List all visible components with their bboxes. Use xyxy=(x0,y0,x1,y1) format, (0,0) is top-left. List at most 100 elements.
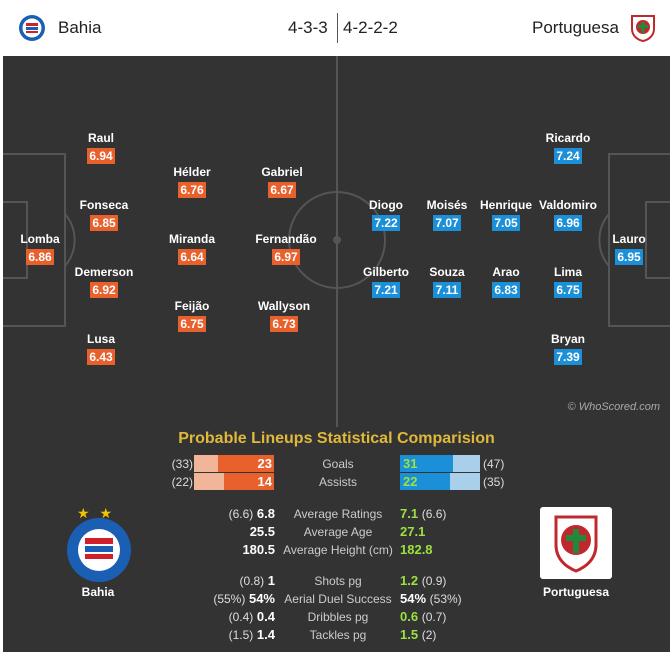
home-stat-prev: (0.4) xyxy=(228,610,254,624)
home-assists-bar xyxy=(224,473,274,490)
player-name: Fernandão xyxy=(255,232,317,246)
away-player[interactable]: Diogo 7.22 xyxy=(351,198,421,232)
player-name: Gilberto xyxy=(362,265,409,279)
away-team-name[interactable]: Portuguesa xyxy=(532,18,619,37)
stat-label: Shots pg xyxy=(314,574,362,588)
bahia-crest-large-icon xyxy=(67,518,131,582)
stat-row-tackles: (1.5) 1.4 Tackles pg 1.5 (2) xyxy=(3,626,670,644)
home-player[interactable]: Feijão 6.75 xyxy=(157,299,227,333)
player-rating: 6.94 xyxy=(87,148,115,164)
player-rating: 6.64 xyxy=(178,249,206,265)
player-rating: 6.75 xyxy=(178,316,206,332)
player-name: Henrique xyxy=(479,198,532,212)
player-rating: 6.67 xyxy=(268,182,296,198)
home-stat-value: 180.5 xyxy=(242,541,275,559)
player-name: Wallyson xyxy=(257,299,311,313)
home-stat-value: (55%) 54% xyxy=(213,590,275,608)
away-player[interactable]: Lauro 6.95 xyxy=(594,232,664,266)
player-name: Lauro xyxy=(612,232,646,246)
player-name: Souza xyxy=(429,265,465,279)
away-goals-value: 31 xyxy=(403,456,418,471)
home-stat-current: 1.4 xyxy=(256,627,275,642)
portuguesa-crest-large-icon xyxy=(554,515,598,573)
stat-row-average-ratings: (6.6) 6.8 Average Ratings 7.1 (6.6) xyxy=(3,505,670,523)
player-name: Raul xyxy=(87,131,114,145)
player-name: Ricardo xyxy=(545,131,591,145)
home-player[interactable]: Miranda 6.64 xyxy=(157,232,227,266)
player-name: Hélder xyxy=(173,165,211,179)
stat-label: Dribbles pg xyxy=(307,610,369,624)
player-name: Feijão xyxy=(174,299,210,313)
away-stat-current: 7.1 xyxy=(400,506,419,521)
away-player[interactable]: Bryan 7.39 xyxy=(533,332,603,366)
player-rating: 6.43 xyxy=(87,349,115,365)
home-stat-prev: (55%) xyxy=(213,592,246,606)
player-rating: 7.05 xyxy=(492,215,520,231)
home-stat-value: (0.8) 1 xyxy=(239,572,275,590)
player-rating: 7.24 xyxy=(554,148,582,164)
player-name: Fonseca xyxy=(79,198,129,212)
home-player[interactable]: Fonseca 6.85 xyxy=(69,198,139,232)
home-goals-bar-bg: 23 xyxy=(194,455,274,472)
player-rating: 6.76 xyxy=(178,182,206,198)
away-player[interactable]: Moisés 7.07 xyxy=(412,198,482,232)
formation-divider xyxy=(337,13,338,43)
away-assists-bar-bg: 22 xyxy=(400,473,480,490)
goals-row: (33) 23 Goals 31 (47) xyxy=(3,455,670,473)
home-stat-value: (6.6) 6.8 xyxy=(229,505,275,523)
away-player[interactable]: Arao 6.83 xyxy=(471,265,541,299)
away-stat-current: 1.5 xyxy=(400,627,419,642)
away-stat-current: 1.2 xyxy=(400,573,419,588)
home-player[interactable]: Demerson 6.92 xyxy=(69,265,139,299)
assists-row: (22) 14 Assists 22 (35) xyxy=(3,473,670,491)
player-name: Lima xyxy=(553,265,582,279)
player-rating: 6.83 xyxy=(492,282,520,298)
stat-label: Tackles pg xyxy=(309,628,367,642)
away-player[interactable]: Lima 6.75 xyxy=(533,265,603,299)
player-rating: 6.86 xyxy=(26,249,54,265)
home-player[interactable]: Gabriel 6.67 xyxy=(247,165,317,199)
away-stat-current: 27.1 xyxy=(400,524,426,539)
away-stat-value: 7.1 (6.6) xyxy=(400,505,446,523)
away-player[interactable]: Ricardo 7.24 xyxy=(533,131,603,165)
away-assists-value: 22 xyxy=(403,474,418,489)
player-name: Gabriel xyxy=(261,165,303,179)
player-name: Diogo xyxy=(369,198,403,212)
home-player[interactable]: Hélder 6.76 xyxy=(157,165,227,199)
home-goals-value: 23 xyxy=(257,456,272,471)
home-player[interactable]: Lusa 6.43 xyxy=(66,332,136,366)
home-stat-current: 1 xyxy=(267,573,275,588)
home-player[interactable]: Wallyson 6.73 xyxy=(249,299,319,333)
home-stat-current: 25.5 xyxy=(249,524,275,539)
home-goals-prev: (33) xyxy=(171,457,193,471)
player-rating: 6.95 xyxy=(615,249,643,265)
whoscored-credit[interactable]: © WhoScored.com xyxy=(567,401,660,413)
championship-stars-icon: ★★ xyxy=(77,505,123,521)
away-player[interactable]: Valdomiro 6.96 xyxy=(533,198,603,232)
away-player[interactable]: Henrique 7.05 xyxy=(471,198,541,232)
home-player[interactable]: Raul 6.94 xyxy=(66,131,136,165)
away-player[interactable]: Souza 7.11 xyxy=(412,265,482,299)
away-stat-value: 0.6 (0.7) xyxy=(400,608,446,626)
home-player[interactable]: Lomba 6.86 xyxy=(5,232,75,266)
home-team-label[interactable]: Bahia xyxy=(81,585,115,599)
away-stat-prev: (53%) xyxy=(429,592,462,606)
home-player[interactable]: Fernandão 6.97 xyxy=(251,232,321,266)
player-rating: 6.73 xyxy=(270,316,298,332)
player-rating: 7.21 xyxy=(372,282,400,298)
portuguesa-crest-large xyxy=(540,507,612,579)
stat-row-average-height: 180.5 Average Height (cm) 182.8 xyxy=(3,541,670,559)
home-team-name[interactable]: Bahia xyxy=(58,18,102,37)
away-stat-value: 27.1 xyxy=(400,523,425,541)
away-player[interactable]: Gilberto 7.21 xyxy=(351,265,421,299)
home-assists-bar-bg: 14 xyxy=(194,473,274,490)
stat-row-dribbles: (0.4) 0.4 Dribbles pg 0.6 (0.7) xyxy=(3,608,670,626)
home-stat-value: (1.5) 1.4 xyxy=(229,626,275,644)
away-stat-current: 182.8 xyxy=(400,542,433,557)
home-stat-value: 25.5 xyxy=(250,523,275,541)
away-team-label[interactable]: Portuguesa xyxy=(542,585,609,599)
pitch-lines xyxy=(3,56,670,427)
stat-label: Average Age xyxy=(303,525,373,539)
bahia-crest-icon xyxy=(19,15,45,41)
player-rating: 6.92 xyxy=(90,282,118,298)
